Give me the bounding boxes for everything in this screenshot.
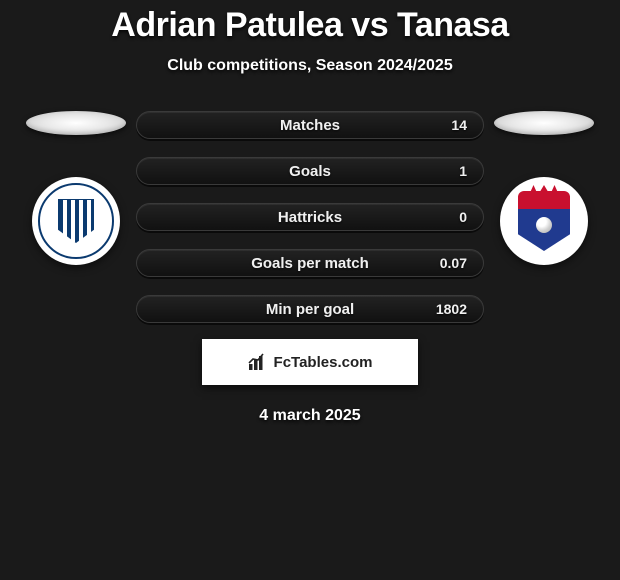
brand-text: FcTables.com	[274, 354, 373, 371]
date-text: 4 march 2025	[0, 407, 620, 425]
stat-label: Goals	[289, 163, 331, 180]
player-right-avatar-placeholder	[494, 111, 594, 135]
brand-watermark[interactable]: FcTables.com	[202, 339, 418, 385]
shield-icon	[58, 199, 94, 243]
main-content-row: Matches 14 Goals 1 Hattricks 0 Goals per…	[0, 111, 620, 323]
player-right-column	[484, 111, 604, 265]
stat-label: Matches	[280, 117, 340, 134]
stat-value: 0	[459, 209, 467, 225]
shield-icon	[518, 191, 570, 251]
player-left-avatar-placeholder	[26, 111, 126, 135]
stat-row-goals-per-match: Goals per match 0.07	[136, 249, 484, 277]
club-crest-left	[32, 177, 120, 265]
player-left-column	[16, 111, 136, 265]
ball-icon	[536, 217, 552, 233]
stats-column: Matches 14 Goals 1 Hattricks 0 Goals per…	[136, 111, 484, 323]
stat-value: 1802	[436, 301, 467, 317]
stat-label: Hattricks	[278, 209, 342, 226]
club-crest-right	[500, 177, 588, 265]
stat-label: Goals per match	[251, 255, 369, 272]
shield-top	[518, 191, 570, 209]
stat-row-matches: Matches 14	[136, 111, 484, 139]
stat-value: 14	[451, 117, 467, 133]
subtitle: Club competitions, Season 2024/2025	[0, 57, 620, 75]
stat-label: Min per goal	[266, 301, 354, 318]
stat-row-min-per-goal: Min per goal 1802	[136, 295, 484, 323]
stat-value: 0.07	[440, 255, 467, 271]
stat-row-hattricks: Hattricks 0	[136, 203, 484, 231]
stat-row-goals: Goals 1	[136, 157, 484, 185]
chart-icon	[248, 353, 268, 371]
stat-value: 1	[459, 163, 467, 179]
page-title: Adrian Patulea vs Tanasa	[0, 0, 620, 45]
